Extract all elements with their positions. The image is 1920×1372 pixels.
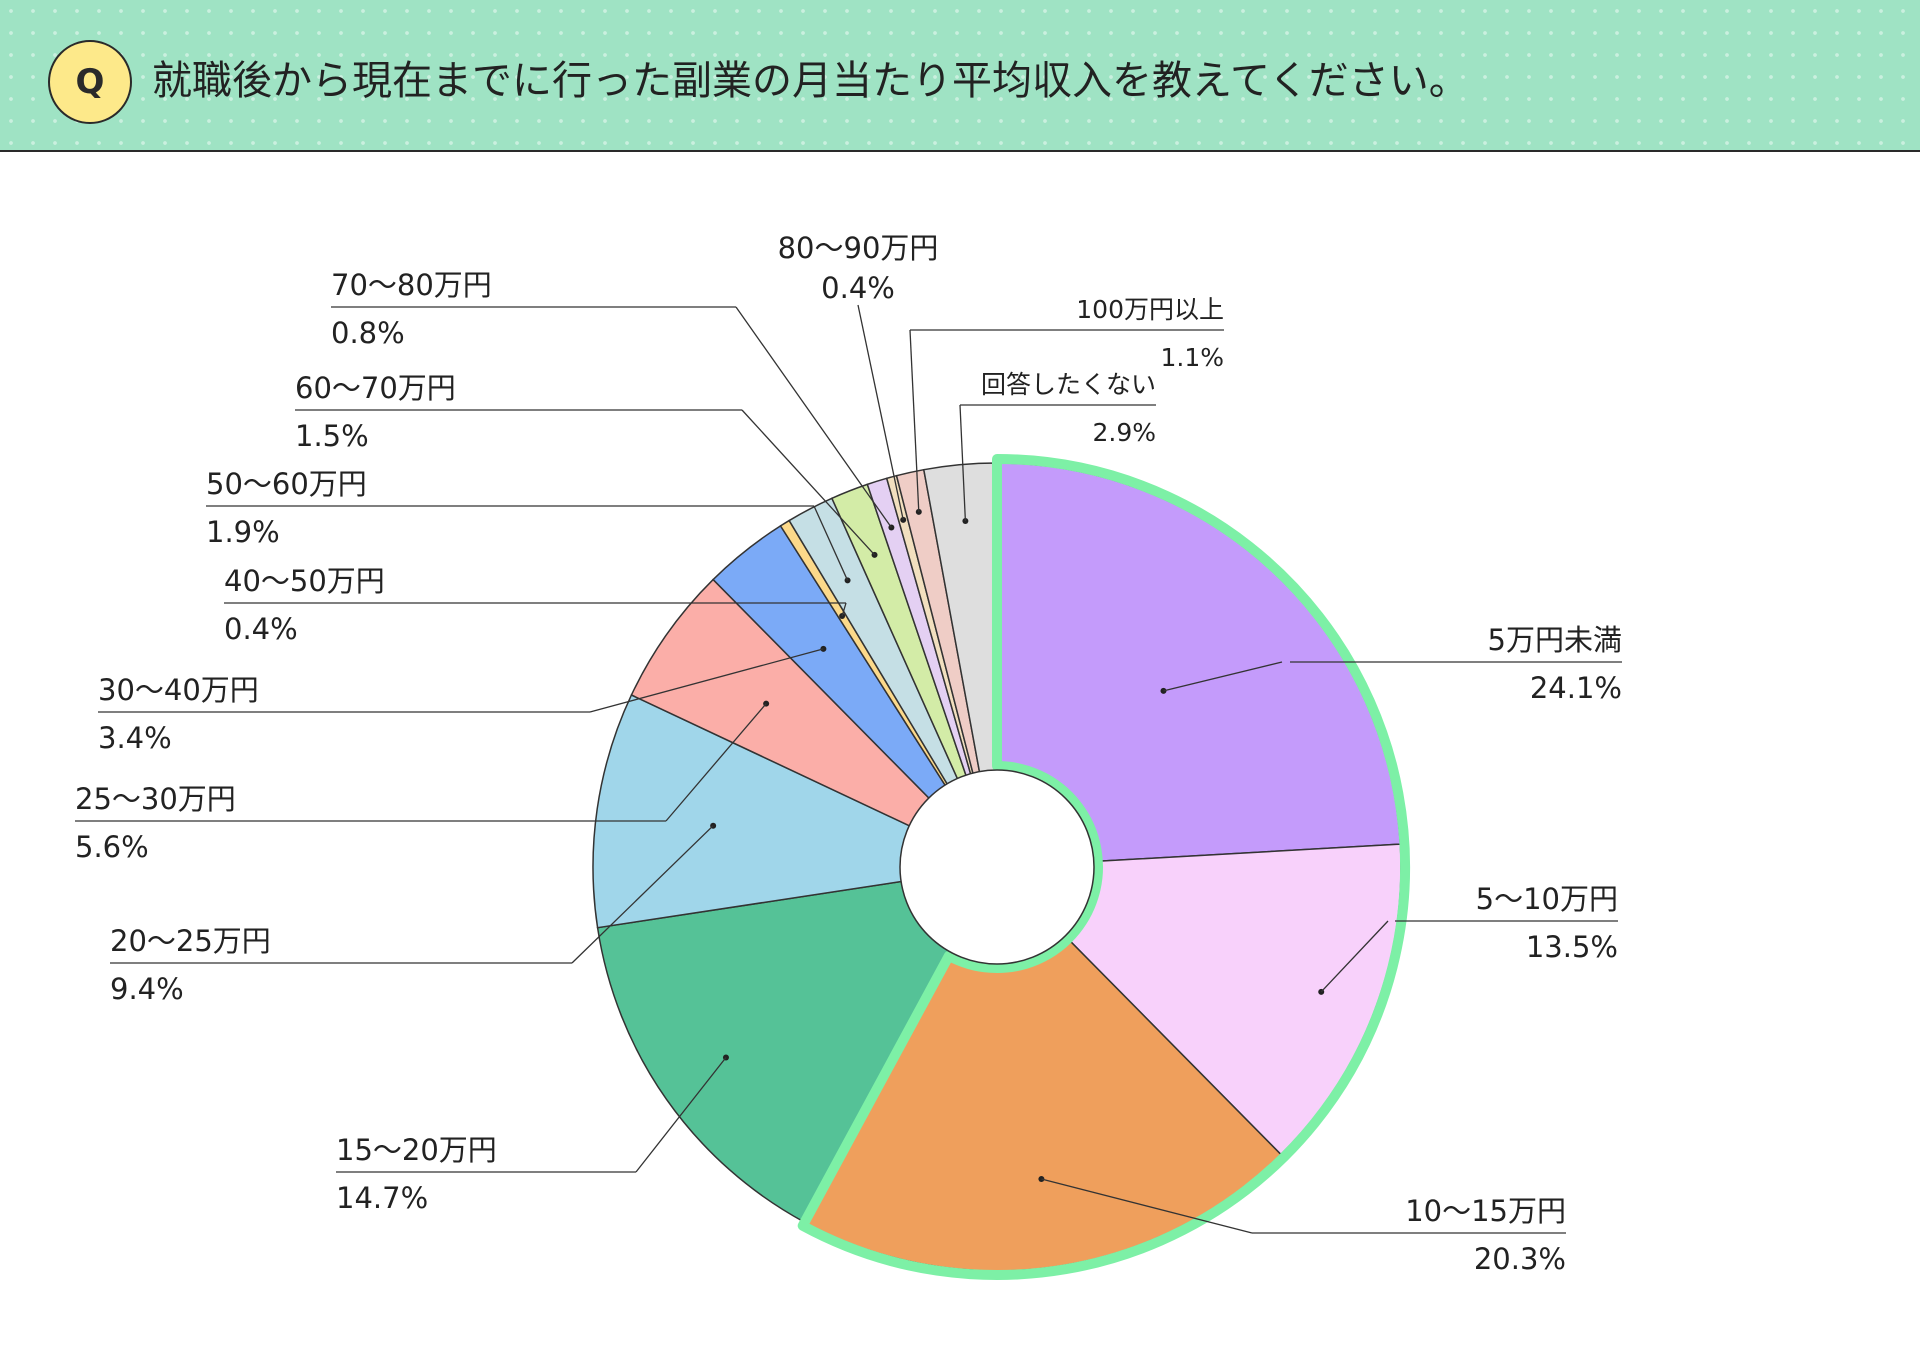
slice-category-label: 5〜10万円: [1476, 882, 1618, 916]
slice-category-label: 15〜20万円: [336, 1133, 497, 1167]
slice-value-label: 0.4%: [821, 271, 895, 305]
leader-line: [1041, 1178, 1253, 1234]
slice-value-label: 1.5%: [295, 419, 369, 453]
slices-layer: [592, 462, 1402, 1272]
question-text: 就職後から現在までに行った副業の月当たり平均収入を教えてください。: [152, 58, 1469, 104]
slice-category-label: 30〜40万円: [98, 673, 259, 707]
slice-category-label: 70〜80万円: [331, 268, 492, 302]
leader-line: [571, 825, 714, 964]
slice-value-label: 1.1%: [1160, 343, 1224, 372]
slice-value-label: 13.5%: [1526, 930, 1618, 964]
leader-line: [635, 1057, 727, 1173]
slice-value-label: 2.9%: [1092, 418, 1156, 447]
slice-category-label: 60〜70万円: [295, 371, 456, 405]
leader-line: [1163, 661, 1283, 692]
leader-line: [959, 404, 967, 522]
question-header: Q 就職後から現在までに行った副業の月当たり平均収入を教えてください。: [0, 0, 1920, 152]
slice-category-label: 回答したくない: [981, 370, 1156, 399]
donut-hole: [899, 769, 1095, 965]
leader-line: [909, 329, 920, 512]
slice-category-label: 100万円以上: [1076, 295, 1224, 324]
pie-slice: [592, 693, 1000, 929]
leader-line: [1320, 920, 1389, 993]
slice-category-label: 20〜25万円: [110, 924, 271, 958]
slice-value-label: 3.4%: [98, 721, 172, 755]
slice-value-label: 0.4%: [224, 612, 298, 646]
slice-category-label: 40〜50万円: [224, 564, 385, 598]
leader-line: [841, 602, 847, 617]
slice-value-label: 0.8%: [331, 316, 405, 350]
slice-value-label: 9.4%: [110, 972, 184, 1006]
slice-category-label: 25〜30万円: [75, 782, 236, 816]
slice-category-label: 50〜60万円: [206, 467, 367, 501]
slice-category-label: 80〜90万円: [778, 231, 939, 265]
leader-line: [589, 648, 824, 713]
slice-category-label: 5万円未満: [1488, 623, 1622, 657]
pie-slice: [630, 578, 998, 868]
slice-value-label: 20.3%: [1474, 1242, 1566, 1276]
pie-slice: [596, 866, 999, 1224]
q-badge-icon: Q: [48, 40, 132, 124]
slice-value-label: 1.9%: [206, 515, 280, 549]
leader-line: [857, 304, 904, 521]
leader-lines: [75, 304, 1622, 1234]
leader-line: [665, 703, 767, 822]
slice-value-label: 5.6%: [75, 830, 149, 864]
highlight-outline: [797, 454, 1410, 1280]
leader-line: [813, 505, 849, 581]
leader-line: [735, 306, 892, 528]
leader-line: [741, 409, 876, 556]
slice-category-label: 10〜15万円: [1405, 1194, 1566, 1228]
donut-chart: 5万円未満 24.1% 5〜10万円 13.5% 10〜15万円 20.3% 15〜20万円…: [75, 231, 1622, 1280]
slice-labels: 5万円未満 24.1% 5〜10万円 13.5% 10〜15万円 20.3% 15〜20万円…: [75, 231, 1622, 1276]
slice-value-label: 14.7%: [336, 1181, 428, 1215]
slice-value-label: 24.1%: [1530, 671, 1622, 705]
